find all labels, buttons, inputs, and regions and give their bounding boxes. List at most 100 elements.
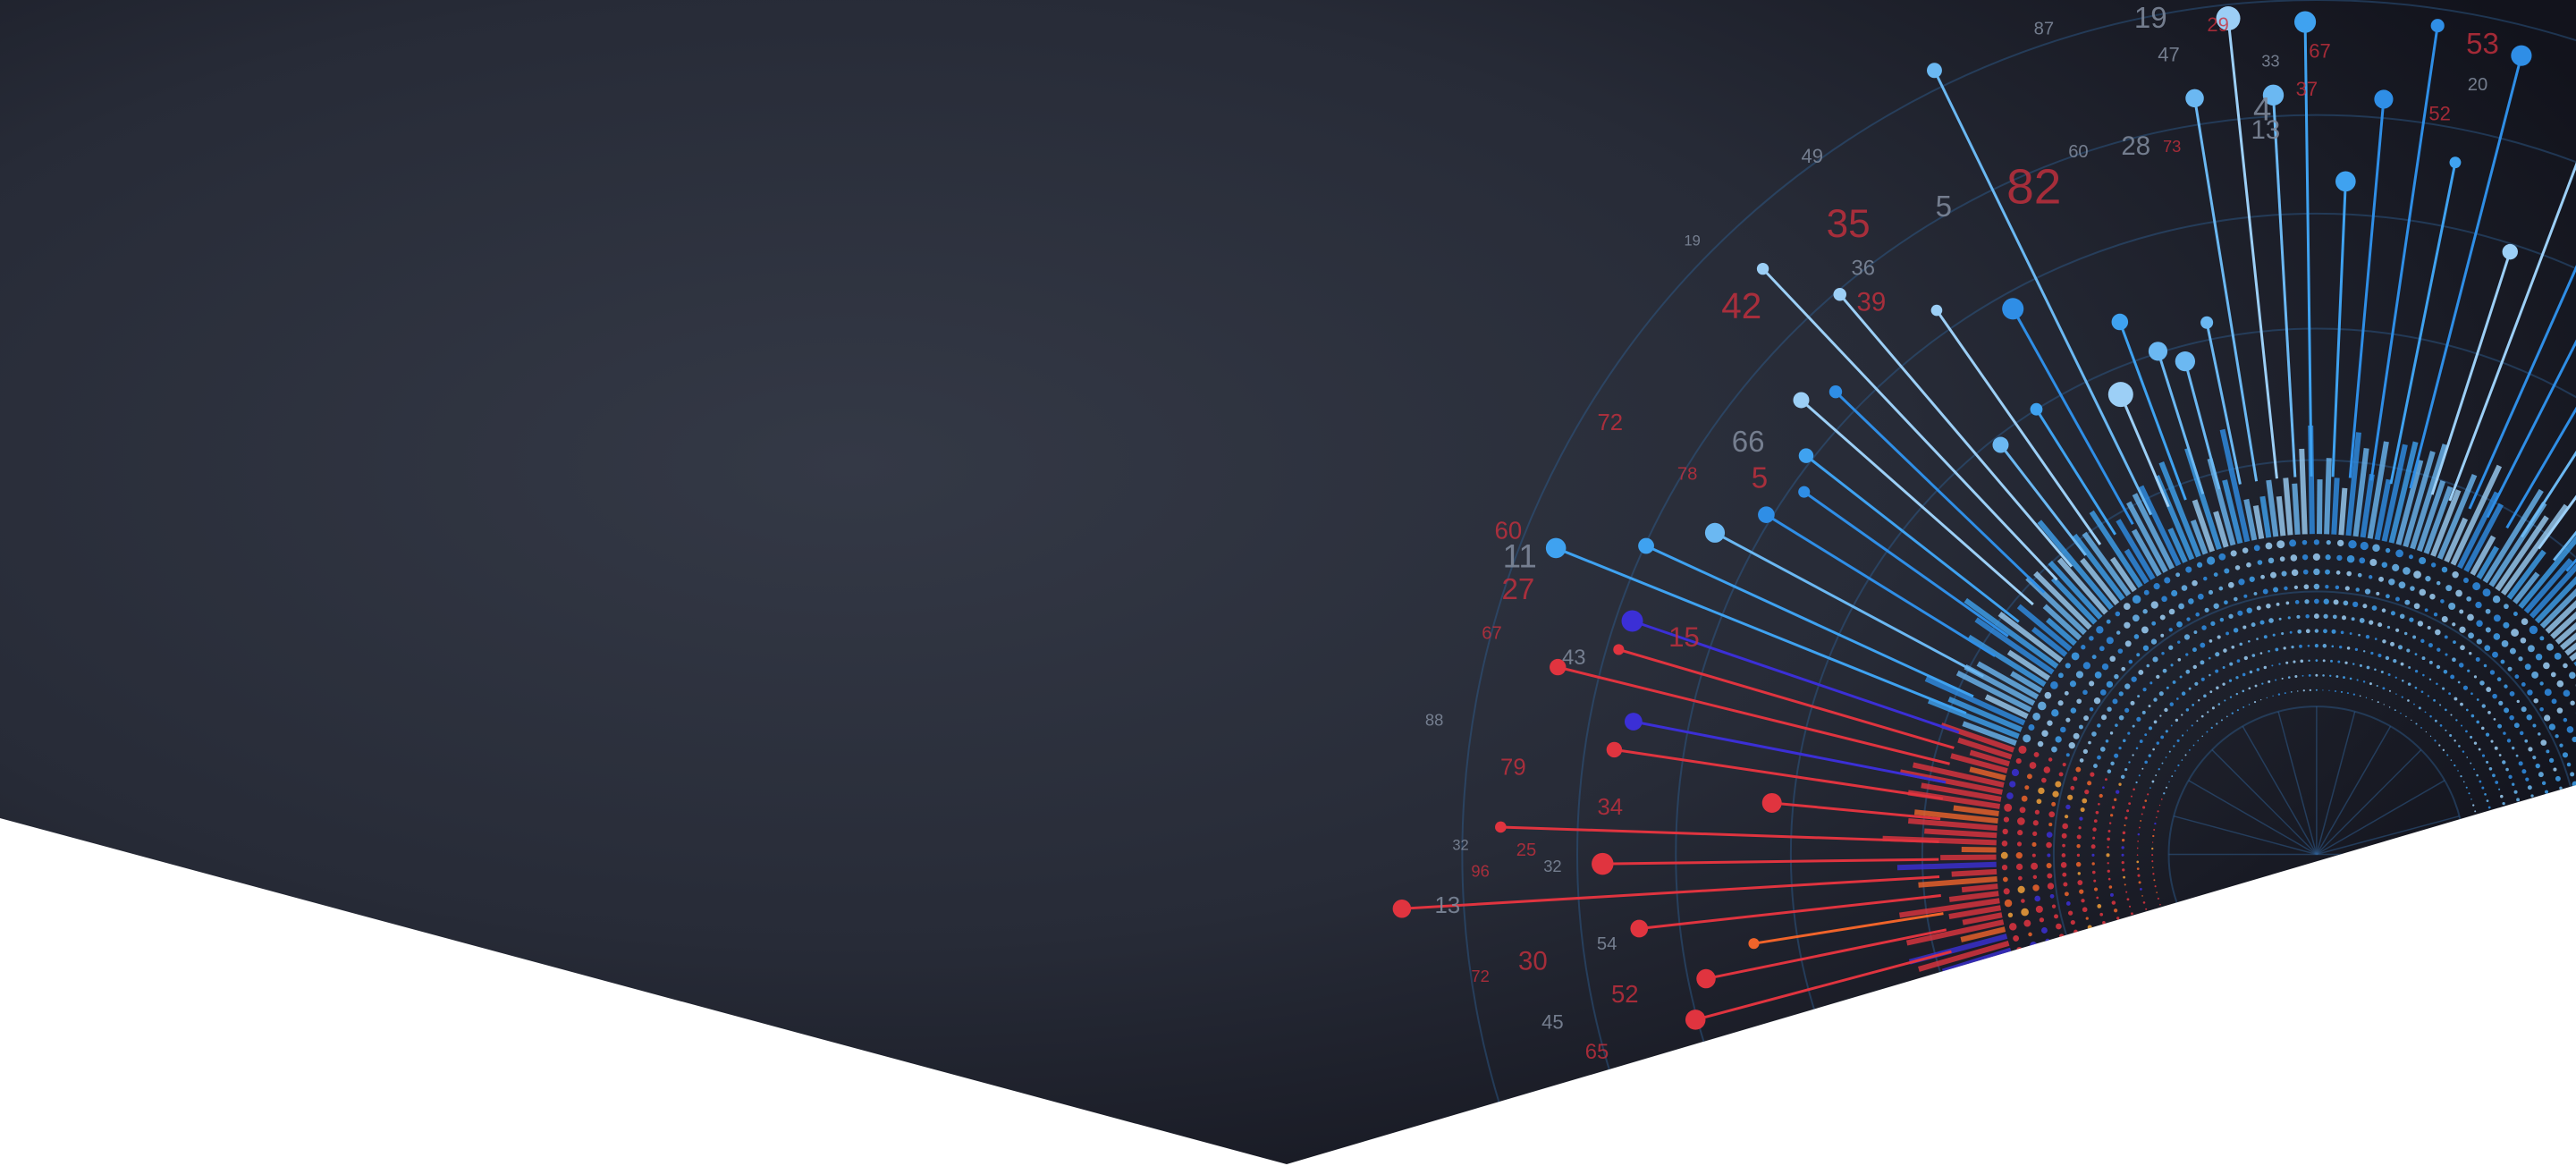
core-dot bbox=[2532, 802, 2537, 807]
band-bar bbox=[2560, 591, 2576, 650]
core-dot bbox=[2099, 747, 2106, 752]
core-dot bbox=[2124, 883, 2126, 886]
ray-dot bbox=[1592, 852, 1614, 875]
core-dot bbox=[2323, 629, 2327, 634]
core-dot bbox=[2253, 545, 2260, 552]
core-dot bbox=[2076, 844, 2081, 849]
core-dot bbox=[2160, 798, 2163, 800]
band-bar bbox=[1899, 898, 2000, 918]
band-bar bbox=[1974, 617, 2055, 675]
core-dot bbox=[2563, 663, 2568, 669]
ray bbox=[1632, 620, 1960, 734]
core-dot bbox=[2058, 772, 2064, 777]
core-dot bbox=[2128, 802, 2132, 806]
core-dot bbox=[2165, 756, 2167, 758]
band-bar bbox=[2555, 576, 2576, 645]
core-dot bbox=[2102, 786, 2105, 790]
core-dot bbox=[2434, 719, 2437, 722]
band-bar bbox=[2523, 558, 2573, 614]
number-label: 13 bbox=[1435, 893, 1461, 918]
number-label: 67 bbox=[2309, 40, 2331, 63]
core-dot bbox=[2225, 631, 2229, 636]
core-dot bbox=[2462, 781, 2465, 783]
band-bar bbox=[2381, 444, 2408, 542]
band-bar bbox=[2550, 611, 2576, 639]
ray-dot bbox=[1685, 1010, 1706, 1030]
core-dot bbox=[2164, 707, 2168, 713]
core-dot bbox=[2139, 887, 2142, 891]
core-dot bbox=[2535, 818, 2540, 824]
core-dot bbox=[2128, 905, 2132, 908]
core-dot bbox=[2454, 764, 2456, 767]
core-dot bbox=[2107, 829, 2111, 832]
core-dot bbox=[2420, 638, 2425, 644]
core-dot bbox=[2519, 806, 2521, 809]
core-dot bbox=[2567, 873, 2571, 876]
core-dot bbox=[2499, 794, 2504, 798]
core-dot bbox=[2051, 709, 2059, 717]
core-dot bbox=[2544, 689, 2552, 697]
core-dot bbox=[2489, 812, 2493, 815]
ray-dot bbox=[1798, 448, 1814, 463]
core-dot bbox=[2136, 867, 2140, 870]
core-dot bbox=[2368, 575, 2373, 579]
core-dot bbox=[2479, 841, 2482, 843]
core-dot bbox=[2268, 649, 2270, 653]
band-bar bbox=[2539, 561, 2576, 629]
band-bar bbox=[2423, 486, 2454, 554]
core-dot bbox=[2034, 895, 2041, 902]
spoke bbox=[2316, 815, 2460, 856]
band-bar bbox=[2252, 504, 2265, 540]
core-dot bbox=[2259, 620, 2265, 625]
core-dot bbox=[2131, 912, 2133, 916]
core-dot bbox=[2016, 841, 2023, 847]
core-dot bbox=[2359, 557, 2366, 564]
core-dot bbox=[2315, 673, 2318, 677]
core-dot bbox=[2064, 815, 2069, 819]
core-dot bbox=[2486, 687, 2492, 693]
core-dot bbox=[2534, 810, 2538, 815]
core-dot bbox=[2120, 774, 2125, 780]
band-bar bbox=[2259, 495, 2272, 538]
core-dot bbox=[2234, 565, 2241, 570]
core-dot bbox=[2208, 589, 2214, 596]
core-dot bbox=[2039, 917, 2045, 923]
core-dot bbox=[2107, 869, 2110, 873]
core-dot bbox=[2156, 741, 2159, 745]
core-dot bbox=[2132, 595, 2141, 604]
ray bbox=[2011, 308, 2134, 525]
core-dot bbox=[2508, 774, 2513, 779]
core-dot bbox=[2528, 747, 2533, 752]
core-dot bbox=[2018, 745, 2027, 754]
core-dot bbox=[2326, 540, 2331, 545]
ray bbox=[1705, 928, 1947, 981]
core-dot bbox=[2458, 745, 2461, 748]
core-dot bbox=[2161, 909, 2163, 911]
ray bbox=[1714, 531, 1984, 678]
core-dot bbox=[2524, 739, 2529, 743]
core-dot bbox=[2509, 853, 2513, 857]
core-dot bbox=[2137, 840, 2139, 842]
core-dot bbox=[2352, 663, 2355, 665]
core-dot bbox=[2152, 656, 2158, 663]
core-dot bbox=[2532, 723, 2537, 728]
core-dot bbox=[2084, 790, 2090, 795]
core-dot bbox=[2149, 681, 2153, 685]
core-dot bbox=[2023, 734, 2031, 743]
core-dot bbox=[2343, 600, 2349, 606]
core-dot bbox=[2486, 799, 2489, 803]
core-dot bbox=[2001, 864, 2008, 871]
band-bar bbox=[1997, 612, 2064, 663]
ray-dot bbox=[1927, 63, 1942, 79]
core-dot bbox=[2141, 895, 2143, 897]
core-dot bbox=[2192, 744, 2195, 747]
core-dot bbox=[2185, 566, 2192, 573]
core-dot bbox=[2493, 614, 2501, 622]
core-dot bbox=[2441, 566, 2448, 573]
ray bbox=[2448, 15, 2576, 502]
core-dot bbox=[2200, 660, 2205, 665]
core-dot bbox=[2176, 739, 2180, 742]
core-dot bbox=[2148, 705, 2151, 708]
core-dot bbox=[2452, 622, 2456, 627]
